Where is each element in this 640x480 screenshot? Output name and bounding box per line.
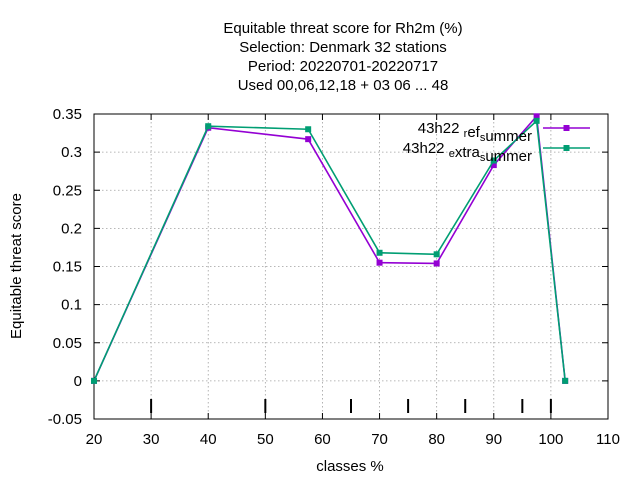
legend-label-2: 43h22 extrasummer <box>403 140 532 165</box>
y-tick-label: 0.15 <box>53 259 82 276</box>
x-axis-label: classes % <box>316 458 384 475</box>
series-line <box>93 114 566 382</box>
data-point <box>533 117 540 124</box>
data-point <box>376 249 383 256</box>
title-line-2: Selection: Denmark 32 stations <box>239 39 447 56</box>
x-tick-label: 40 <box>200 431 217 448</box>
x-tick-label: 20 <box>86 431 103 448</box>
grid <box>94 114 608 419</box>
data-point <box>433 251 440 258</box>
x-tick-label: 70 <box>371 431 388 448</box>
data-point <box>562 377 569 384</box>
title-line-3: Period: 20220701-20220717 <box>248 58 438 75</box>
x-tick-label: 90 <box>485 431 502 448</box>
x-tick-label: 60 <box>314 431 331 448</box>
series-line <box>93 119 566 382</box>
title-line-1: Equitable threat score for Rh2m (%) <box>223 20 462 37</box>
class-markers <box>150 399 552 413</box>
data-point <box>305 126 312 133</box>
x-tick-label: 110 <box>596 431 620 448</box>
x-tick-label: 100 <box>538 431 563 448</box>
data-point <box>490 157 497 164</box>
legend-label-1: 43h22 refsummer <box>418 120 532 145</box>
data-point <box>91 377 97 384</box>
series-43h22_extra_summer <box>91 117 569 384</box>
y-axis-ticks: -0.05 0 0.05 0.1 0.15 0.2 0.25 0.3 0.35 <box>48 106 608 428</box>
data-series <box>91 113 569 384</box>
y-tick-label: 0.35 <box>53 106 82 123</box>
legend-swatch-marker <box>563 125 570 131</box>
title-line-4: Used 00,06,12,18 + 03 06 ... 48 <box>238 77 449 94</box>
y-tick-label: 0 <box>74 373 82 390</box>
y-tick-label: 0.25 <box>53 182 82 199</box>
x-tick-label: 80 <box>428 431 445 448</box>
y-tick-label: 0.3 <box>61 144 82 161</box>
chart-title: Equitable threat score for Rh2m (%) Selec… <box>223 20 462 94</box>
y-tick-label: -0.05 <box>48 411 82 428</box>
data-point <box>533 113 540 120</box>
data-point <box>433 260 440 267</box>
y-tick-label: 0.05 <box>53 335 82 352</box>
x-tick-label: 30 <box>143 431 160 448</box>
y-axis-label: Equitable threat score <box>8 193 25 339</box>
x-tick-label: 50 <box>257 431 274 448</box>
legend-swatch-marker <box>563 145 570 151</box>
y-tick-label: 0.2 <box>61 220 82 237</box>
data-point <box>305 136 312 143</box>
data-point <box>205 123 212 130</box>
data-point <box>490 162 497 169</box>
x-axis-ticks: 20 30 40 50 60 70 80 90 100 110 <box>86 114 620 448</box>
data-point <box>376 259 383 266</box>
y-tick-label: 0.1 <box>61 297 82 314</box>
